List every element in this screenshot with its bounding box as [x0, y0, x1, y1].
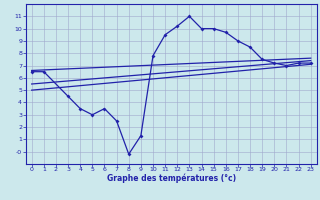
X-axis label: Graphe des températures (°c): Graphe des températures (°c) — [107, 174, 236, 183]
